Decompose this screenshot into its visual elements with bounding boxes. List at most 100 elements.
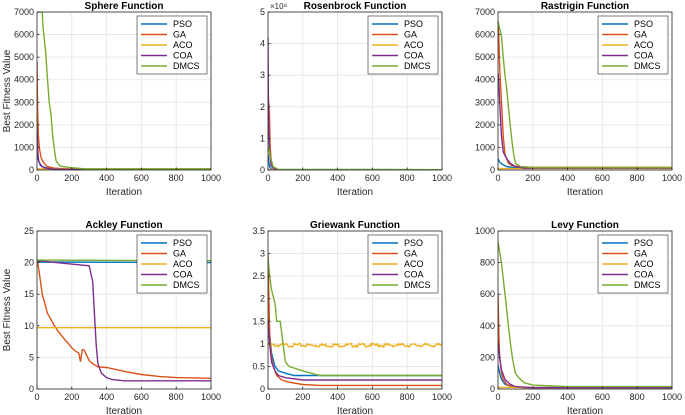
y-tick-label: 0 xyxy=(29,384,34,394)
y-tick-label: 0 xyxy=(260,384,265,394)
x-axis-label: Iteration xyxy=(337,187,373,198)
y-tick-label: 3.5 xyxy=(252,226,265,236)
x-tick-label: 600 xyxy=(595,173,610,183)
x-tick-label: 0 xyxy=(265,173,270,183)
chart-title: Levy Function xyxy=(551,220,619,231)
y-tick-label: 7000 xyxy=(14,7,34,17)
y-tick-label: 1.5 xyxy=(252,316,265,326)
legend-label-pso: PSO xyxy=(634,19,653,29)
y-tick-label: 1000 xyxy=(14,142,34,152)
legend-label-dmcs: DMCS xyxy=(173,280,200,290)
y-tick-label: 1000 xyxy=(475,142,495,152)
chart-panel-1: 0 200 400 600 800 1000 0 1000 2000 3000 4000 5000 60… xyxy=(2,1,221,198)
series-line-coa xyxy=(498,341,672,389)
x-tick-label: 600 xyxy=(134,392,149,402)
legend-label-dmcs: DMCS xyxy=(404,280,431,290)
y-tick-label: 7000 xyxy=(475,7,495,17)
y-tick-label: 4000 xyxy=(475,75,495,85)
y-tick-label: 6000 xyxy=(14,30,34,40)
legend-label-aco: ACO xyxy=(634,40,654,50)
y-tick-label: 6000 xyxy=(475,30,495,40)
x-tick-label: 800 xyxy=(400,392,415,402)
x-tick-label: 1000 xyxy=(432,173,452,183)
x-tick-label: 0 xyxy=(34,392,39,402)
x-tick-label: 1000 xyxy=(662,392,682,402)
x-tick-label: 800 xyxy=(400,173,415,183)
series-line-coa xyxy=(37,260,211,382)
y-tick-label: 15 xyxy=(24,289,34,299)
x-tick-label: 800 xyxy=(630,173,645,183)
y-tick-label: 3 xyxy=(260,249,265,259)
x-tick-label: 200 xyxy=(64,173,79,183)
legend-label-dmcs: DMCS xyxy=(634,61,661,71)
legend-label-pso: PSO xyxy=(173,19,192,29)
x-tick-label: 1000 xyxy=(662,173,682,183)
x-tick-label: 200 xyxy=(295,392,310,402)
chart-panel-2: 0 200 400 600 800 1000 0 1 2 3 4 5 ×10⁸ Rosenbrock Fu… xyxy=(260,1,452,198)
y-tick-label: 5000 xyxy=(14,52,34,62)
x-tick-label: 0 xyxy=(265,392,270,402)
y-tick-label: 4 xyxy=(260,39,265,49)
x-tick-label: 600 xyxy=(595,392,610,402)
x-tick-label: 1000 xyxy=(432,392,452,402)
y-tick-label: 5000 xyxy=(475,52,495,62)
x-tick-label: 1000 xyxy=(201,173,221,183)
y-tick-label: 20 xyxy=(24,258,34,268)
series-line-coa xyxy=(37,127,211,170)
series-line-dmcs xyxy=(268,144,442,170)
y-tick-label: 200 xyxy=(480,352,495,362)
y-tick-label: 600 xyxy=(480,289,495,299)
x-tick-label: 200 xyxy=(525,392,540,402)
series-line-dmcs xyxy=(498,20,672,169)
legend-label-ga: GA xyxy=(634,30,647,40)
legend-label-coa: COA xyxy=(173,51,193,61)
chart-title: Ackley Function xyxy=(85,220,162,231)
y-tick-label: 10 xyxy=(24,321,34,331)
x-tick-label: 600 xyxy=(365,392,380,402)
y-tick-label: 3000 xyxy=(475,97,495,107)
series-group xyxy=(37,12,211,170)
chart-panel-3: 0 200 400 600 800 1000 0 1000 2000 3000 4000 5000 60… xyxy=(475,1,682,198)
y-tick-label: 0 xyxy=(260,165,265,175)
x-tick-label: 400 xyxy=(99,392,114,402)
x-tick-label: 400 xyxy=(560,392,575,402)
y-tick-label: 2000 xyxy=(14,120,34,130)
y-tick-label: 1 xyxy=(260,133,265,143)
legend-label-aco: ACO xyxy=(404,40,424,50)
axes-box xyxy=(497,11,673,171)
series-line-dmcs xyxy=(498,241,672,388)
axes-box xyxy=(497,230,673,390)
legend-label-pso: PSO xyxy=(404,19,423,29)
x-tick-label: 400 xyxy=(99,173,114,183)
y-tick-label: 0 xyxy=(490,165,495,175)
legend-label-ga: GA xyxy=(173,249,186,259)
x-axis-label: Iteration xyxy=(106,406,142,415)
legend-label-ga: GA xyxy=(404,30,417,40)
y-axis-label: Best Fitness Value xyxy=(2,49,13,132)
legend-label-aco: ACO xyxy=(173,40,193,50)
series-line-coa xyxy=(498,72,672,169)
y-tick-label: 25 xyxy=(24,226,34,236)
y-tick-label: 3000 xyxy=(14,97,34,107)
axes-box xyxy=(267,230,443,390)
x-tick-label: 0 xyxy=(34,173,39,183)
x-axis-label: Iteration xyxy=(337,406,373,415)
series-group xyxy=(498,241,672,389)
x-tick-label: 800 xyxy=(169,173,184,183)
y-tick-label: 5 xyxy=(260,7,265,17)
legend-label-aco: ACO xyxy=(634,259,654,269)
x-axis-label: Iteration xyxy=(106,187,142,198)
y-multiplier: ×10⁸ xyxy=(270,2,287,11)
y-tick-label: 1000 xyxy=(475,226,495,236)
x-tick-label: 200 xyxy=(64,392,79,402)
legend-label-pso: PSO xyxy=(634,238,653,248)
y-tick-label: 2000 xyxy=(475,120,495,130)
x-axis-label: Iteration xyxy=(567,406,603,415)
axes-box xyxy=(36,230,212,390)
axes-box xyxy=(267,11,443,171)
